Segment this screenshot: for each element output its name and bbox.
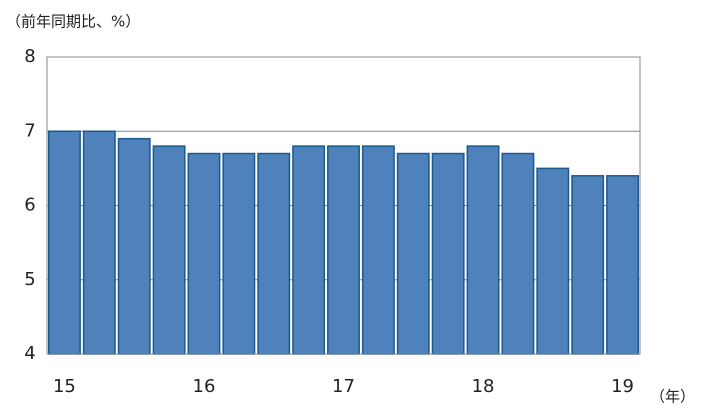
y-tick-label: 6: [24, 195, 35, 216]
x-tick-label: 15: [53, 376, 76, 397]
x-tick-label: 19: [611, 376, 634, 397]
x-axis-label: （年）: [650, 388, 695, 406]
y-axis-label: （前年同期比、%）: [6, 13, 140, 31]
y-tick-label: 7: [24, 120, 35, 141]
bar: [501, 152, 535, 355]
y-tick-label: 5: [24, 269, 35, 290]
bar: [536, 167, 570, 355]
bar: [222, 152, 256, 355]
bar: [82, 130, 116, 355]
bar: [361, 145, 395, 355]
plot-frame: [46, 56, 641, 355]
bar: [187, 152, 221, 355]
bar: [152, 145, 186, 355]
bar: [571, 175, 605, 355]
bar: [47, 130, 81, 355]
y-tick-label: 8: [24, 46, 35, 67]
y-tick-label: 4: [24, 343, 35, 364]
x-tick-label: 16: [193, 376, 216, 397]
bar: [117, 137, 151, 355]
bar: [606, 175, 640, 355]
bar: [292, 145, 326, 355]
x-tick-label: 17: [332, 376, 355, 397]
x-tick-label: 18: [472, 376, 495, 397]
bar: [327, 145, 360, 355]
bar: [257, 152, 291, 355]
bar: [431, 152, 465, 355]
bar: [466, 145, 500, 355]
bar: [396, 152, 430, 355]
